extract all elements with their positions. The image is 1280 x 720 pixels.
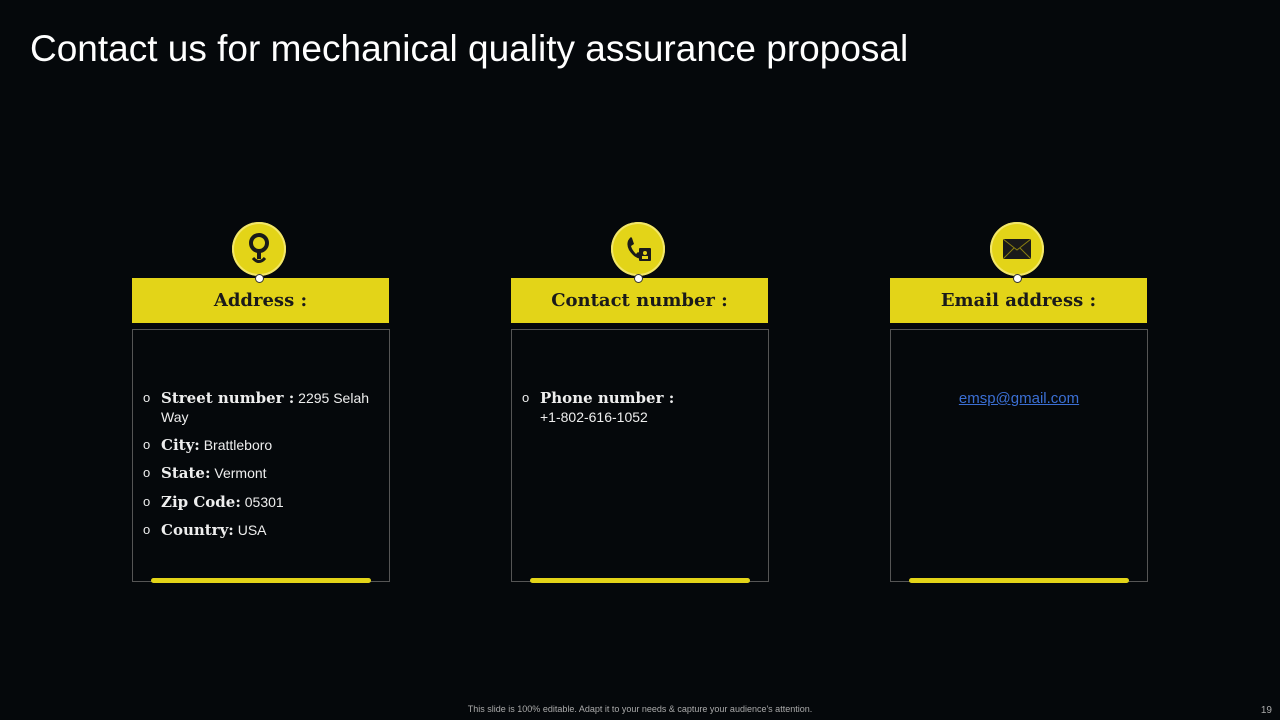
location-pin-icon <box>232 222 286 276</box>
accent-bar <box>909 578 1129 583</box>
email-link[interactable]: emsp@gmail.com <box>958 390 1080 407</box>
list-item: Phone number :+1-802-616-1052 <box>522 388 760 427</box>
accent-bar <box>151 578 371 583</box>
list-item: Zip Code: 05301 <box>143 492 381 512</box>
email-heading: Email address : <box>890 278 1147 323</box>
address-heading: Address : <box>132 278 389 323</box>
email-box: emsp@gmail.com <box>890 329 1148 583</box>
phone-contact-icon <box>611 222 665 276</box>
list-item: State: Vermont <box>143 463 381 483</box>
list-item: Street number : 2295 Selah Way <box>143 388 381 427</box>
accent-bar <box>530 578 750 583</box>
address-box: Street number : 2295 Selah Way City: Bra… <box>132 329 390 583</box>
page-number: 19 <box>1260 705 1272 716</box>
contact-box: Phone number :+1-802-616-1052 <box>511 329 769 583</box>
list-item: City: Brattleboro <box>143 435 381 455</box>
contact-heading: Contact number : <box>511 278 768 323</box>
list-item: Country: USA <box>143 520 381 540</box>
envelope-icon <box>990 222 1044 276</box>
slide-title: Contact us for mechanical quality assura… <box>30 28 909 69</box>
footer-note: This slide is 100% editable. Adapt it to… <box>467 704 813 714</box>
